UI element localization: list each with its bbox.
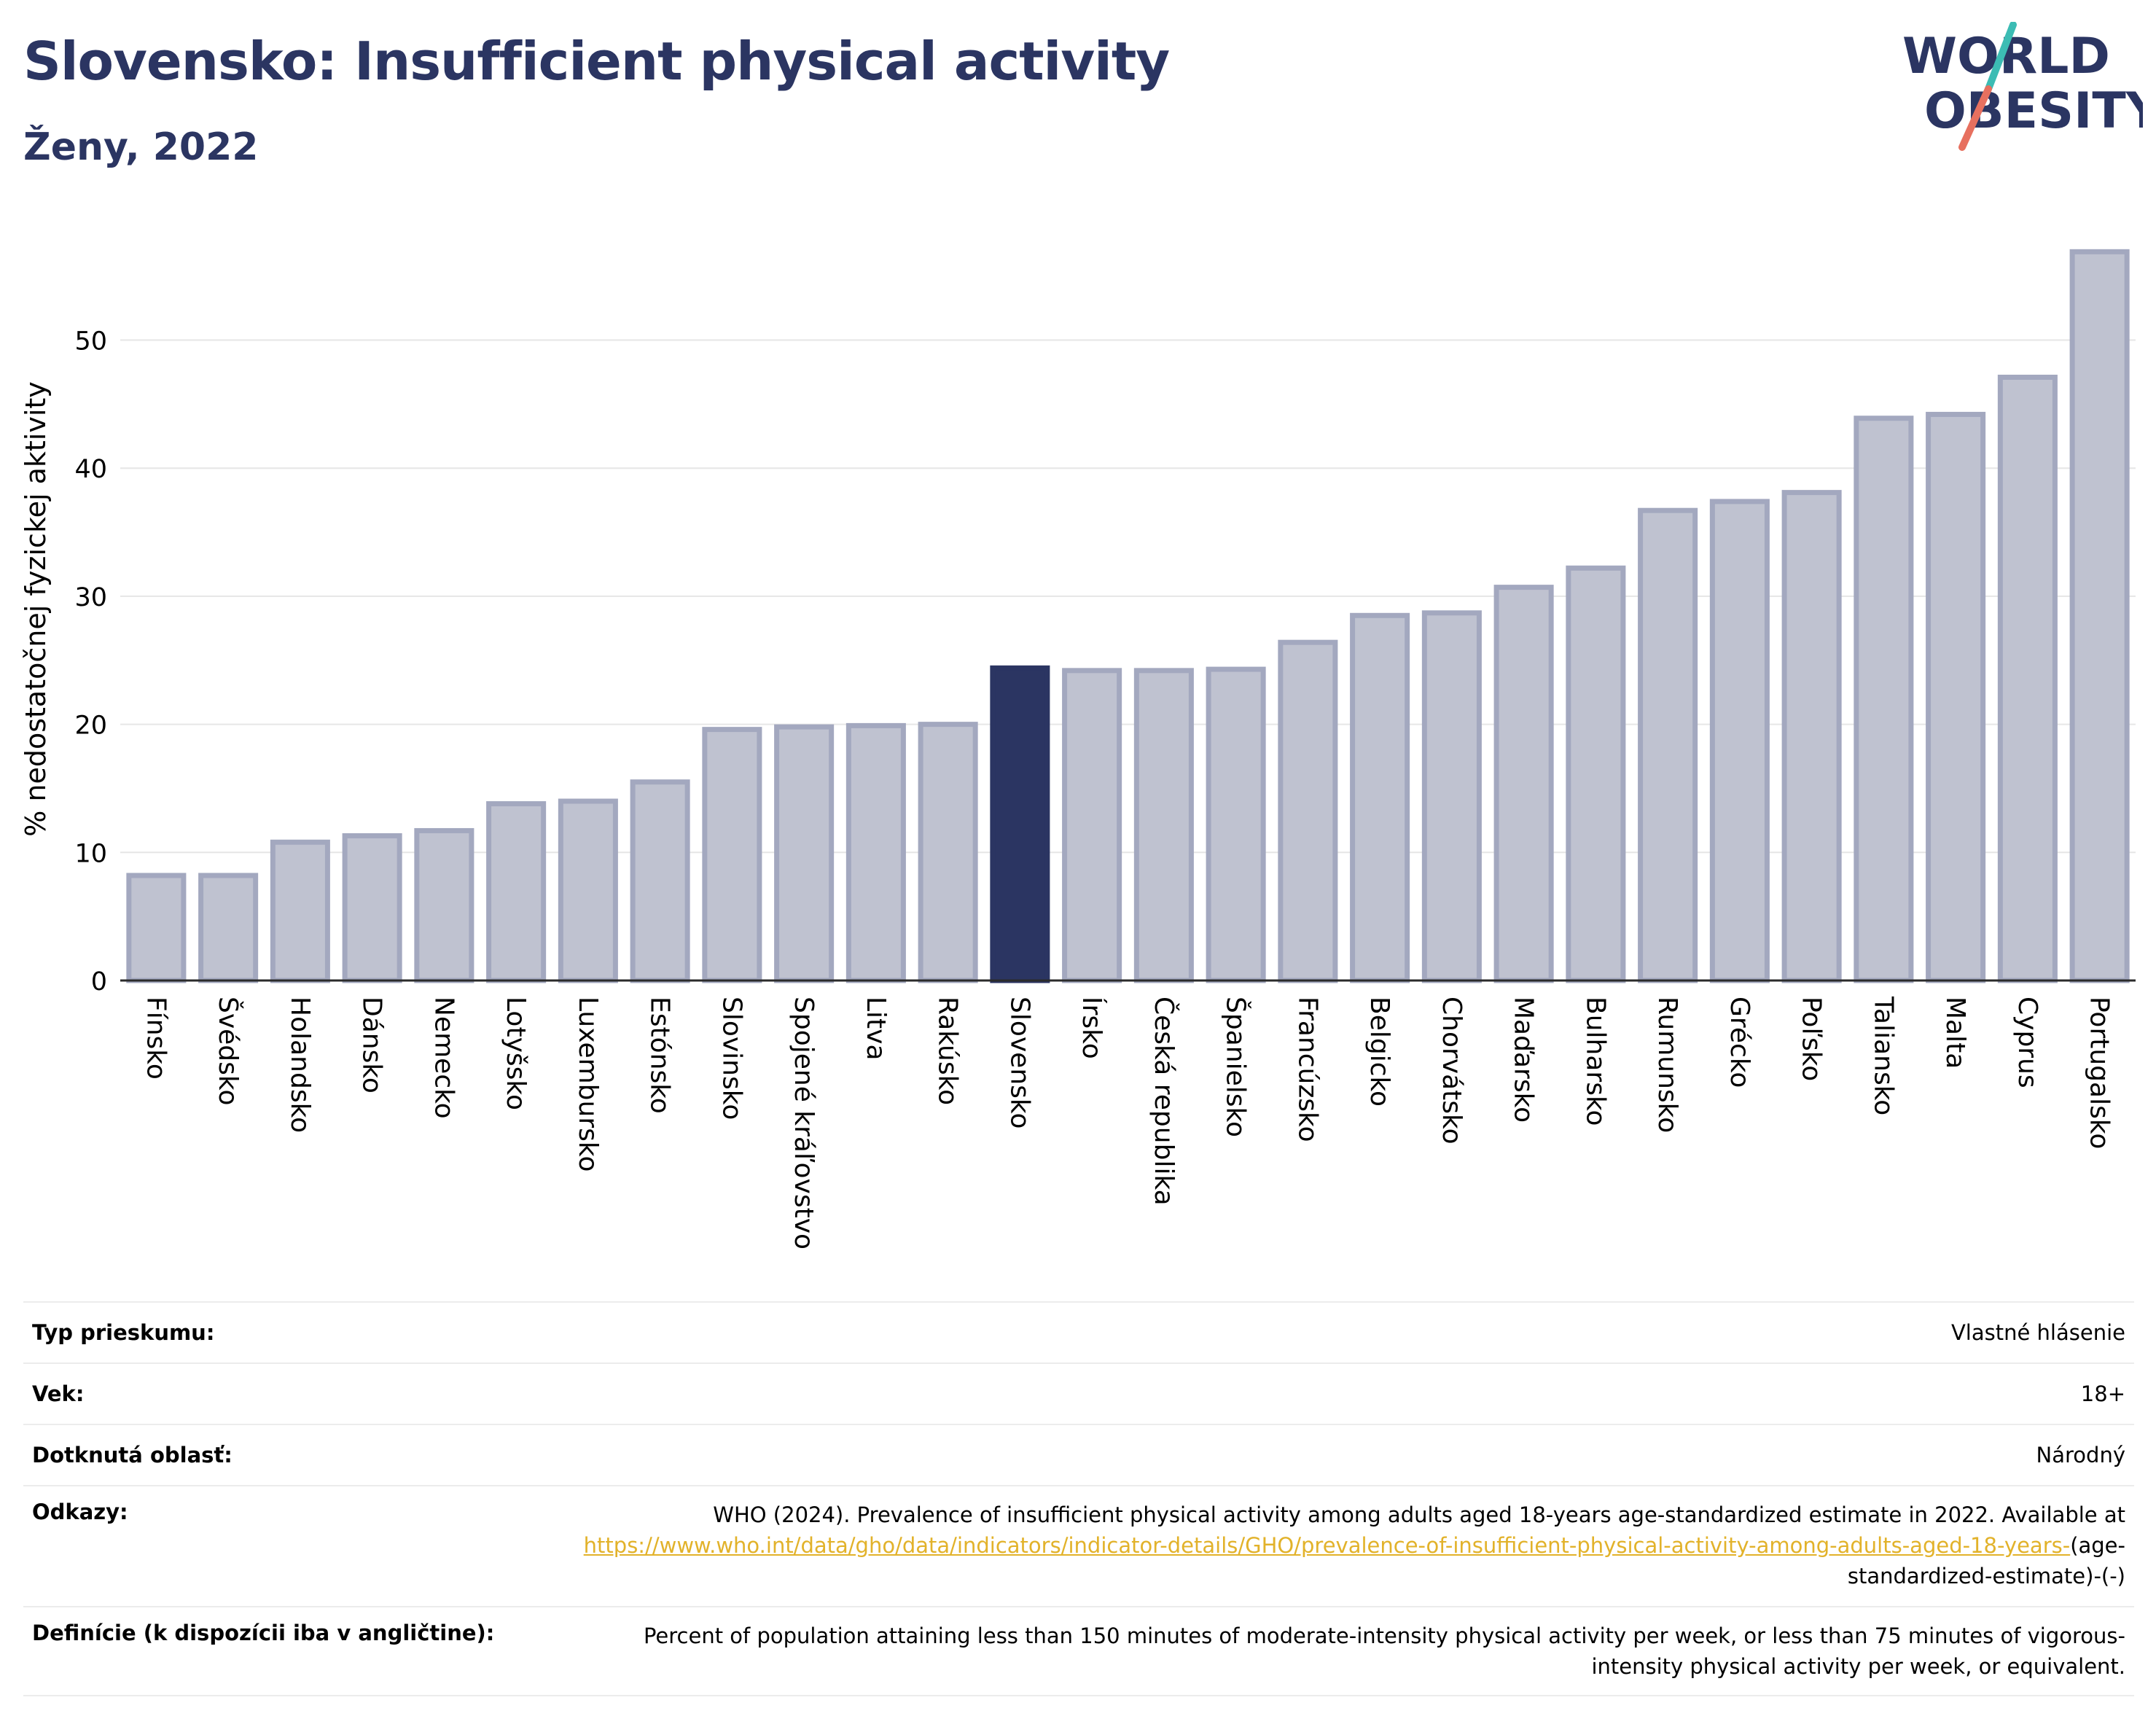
meta-row-area: Dotknutá oblasť: Národný [23, 1424, 2134, 1485]
x-tick-label: Nemecko [429, 997, 458, 1119]
x-tick-label: Chorvátsko [1437, 997, 1466, 1145]
logo-text-obesity: OBESITY [1924, 82, 2143, 140]
x-tick-label: Portugalsko [2085, 997, 2114, 1149]
x-tick-label: Maďarsko [1509, 997, 1539, 1123]
metadata-table: Typ prieskumu: Vlastné hlásenie Vek: 18+… [23, 1301, 2134, 1696]
bar [1854, 416, 1914, 983]
x-tick-label: Slovensko [1004, 997, 1034, 1129]
x-tick-label: Estónsko [645, 997, 675, 1114]
x-tick-label: Francúzsko [1292, 997, 1322, 1142]
x-tick-label: Španielsko [1221, 997, 1251, 1137]
bar [1997, 375, 2058, 983]
x-tick-label: Írsko [1077, 997, 1107, 1059]
reference-suffix: (age-standardized-estimate)-(-) [1847, 1533, 2125, 1588]
bar [1493, 585, 1554, 983]
chart-bars [126, 249, 2130, 983]
x-tick-label: Holandsko [285, 997, 315, 1133]
meta-value: Národný [2036, 1443, 2125, 1467]
logo-slash-teal [1985, 22, 2017, 93]
bar [630, 779, 690, 983]
bar [2069, 249, 2130, 983]
bar [702, 727, 762, 983]
bar-chart: 0 10 20 30 40 50 Fínsko Švédsko Holandsko Dánsko… [20, 249, 2136, 1249]
bar [1566, 565, 1626, 983]
x-tick-label: Taliansko [1868, 996, 1898, 1115]
x-tick-label: Malta [1940, 997, 1970, 1069]
x-tick-label: Grécko [1725, 997, 1754, 1088]
meta-row-definition: Definície (k dispozícii iba v angličtine… [23, 1606, 2134, 1696]
page-subtitle: Ženy, 2022 [23, 125, 259, 169]
bar [1709, 499, 1770, 983]
x-tick-label: Rakúsko [933, 997, 963, 1105]
x-tick-label: Bulharsko [1580, 997, 1610, 1126]
bar [270, 839, 330, 983]
x-tick-label: Spojené kráľovstvo [789, 997, 819, 1249]
x-tick-label: Belgicko [1364, 997, 1394, 1107]
bar [414, 827, 474, 983]
bar [1926, 411, 1986, 983]
x-tick-label: Česká republika [1149, 997, 1179, 1206]
bar [558, 798, 618, 983]
bar [1133, 668, 1194, 983]
y-tick-label: 0 [91, 967, 107, 997]
y-axis-ticks: 0 10 20 30 40 50 [74, 327, 107, 997]
bar [990, 665, 1050, 983]
bar [1781, 490, 1842, 983]
bar [774, 724, 835, 983]
meta-label: Definície (k dispozícii iba v angličtine… [32, 1621, 495, 1645]
x-tick-label: Švédsko [213, 997, 243, 1106]
bar [1206, 666, 1266, 983]
x-tick-label: Lotyšsko [501, 997, 531, 1110]
y-tick-label: 10 [74, 839, 107, 868]
meta-label: Dotknutá oblasť: [32, 1443, 233, 1467]
y-tick-label: 30 [74, 583, 107, 612]
x-tick-label: Dánsko [357, 997, 387, 1093]
x-axis-labels: Fínsko Švédsko Holandsko Dánsko Nemecko Lotyš… [141, 996, 2114, 1249]
y-tick-label: 40 [74, 455, 107, 484]
bar [918, 722, 978, 983]
meta-label: Odkazy: [32, 1500, 128, 1524]
world-obesity-logo: WORLD OBESITY [1902, 22, 2143, 151]
meta-row-references: Odkazy: WHO (2024). Prevalence of insuff… [23, 1485, 2134, 1606]
x-tick-label: Poľsko [1797, 997, 1827, 1081]
x-tick-label: Litva [861, 997, 891, 1061]
bar [1421, 610, 1482, 983]
meta-row-age: Vek: 18+ [23, 1362, 2134, 1424]
bar [198, 873, 259, 983]
meta-value: 18+ [2080, 1381, 2125, 1406]
bar [1278, 639, 1338, 983]
reference-text: WHO (2024). Prevalence of insufficient p… [713, 1502, 2125, 1527]
meta-value: WHO (2024). Prevalence of insufficient p… [522, 1500, 2125, 1591]
page-title: Slovensko: Insufficient physical activit… [23, 31, 1170, 92]
meta-label: Typ prieskumu: [32, 1320, 215, 1345]
x-tick-label: Slovinsko [716, 997, 746, 1120]
meta-value: Vlastné hlásenie [1950, 1320, 2125, 1345]
x-tick-label: Fínsko [141, 997, 171, 1080]
bar [342, 833, 402, 983]
meta-label: Vek: [32, 1381, 85, 1406]
bar [845, 722, 906, 983]
y-tick-label: 50 [74, 327, 107, 356]
meta-row-survey-type: Typ prieskumu: Vlastné hlásenie [23, 1301, 2134, 1362]
bar [1638, 507, 1698, 983]
reference-link[interactable]: https://www.who.int/data/gho/data/indica… [583, 1533, 2071, 1558]
y-tick-label: 20 [74, 711, 107, 741]
y-axis-label: % nedostatočnej fyzickej aktivity [20, 381, 52, 837]
x-tick-label: Rumunsko [1652, 997, 1682, 1133]
bar [486, 801, 547, 983]
x-tick-label: Luxembursko [573, 997, 603, 1171]
meta-value: Percent of population attaining less tha… [643, 1623, 2125, 1679]
x-tick-label: Cyprus [2012, 997, 2042, 1088]
bar [1062, 668, 1122, 983]
bar [1350, 612, 1410, 983]
bar [126, 873, 187, 983]
logo-slash-coral [1958, 85, 1992, 151]
